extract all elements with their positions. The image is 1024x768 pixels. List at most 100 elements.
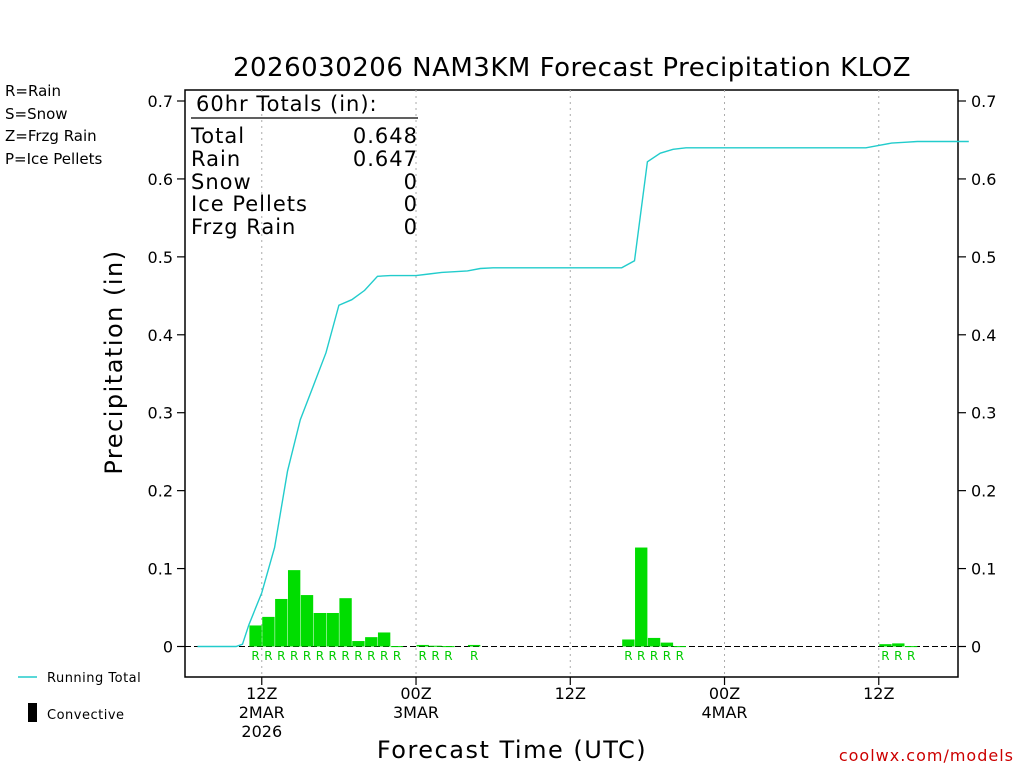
precip-bar xyxy=(467,644,481,647)
x-tick-label: 00Z xyxy=(709,684,740,703)
ptype-letter: R xyxy=(316,649,324,663)
legend-frzg-rain: Z=Frzg Rain xyxy=(5,127,97,145)
precip-bars xyxy=(249,547,918,648)
totals-value-snow: 0 xyxy=(404,170,418,194)
ptype-letter: R xyxy=(650,649,658,663)
ptype-letter: R xyxy=(624,649,632,663)
precip-bar xyxy=(635,547,648,647)
y-tick-label-left: 0.2 xyxy=(148,482,173,501)
ptype-letter: R xyxy=(290,649,298,663)
precip-bar xyxy=(300,595,314,647)
y-tick-label-right: 0.6 xyxy=(971,170,996,189)
precip-bar xyxy=(660,642,674,647)
legend-snow: S=Snow xyxy=(5,105,68,123)
precip-bar xyxy=(892,643,905,647)
precip-bar xyxy=(442,646,455,648)
ptype-letter: R xyxy=(444,649,452,663)
precip-bar xyxy=(352,641,365,647)
totals-value-rain: 0.647 xyxy=(353,147,418,171)
y-tick-label-right: 0.7 xyxy=(971,92,996,111)
precip-bar xyxy=(365,637,378,647)
totals-label-frzg-rain: Frzg Rain xyxy=(191,215,296,239)
precip-bar xyxy=(416,644,429,647)
ptype-letter: R xyxy=(367,649,375,663)
totals-label-rain: Rain xyxy=(191,147,241,171)
y-axis-label: Precipitation (in) xyxy=(100,249,128,474)
y-tick-label-right: 0.2 xyxy=(971,482,996,501)
precip-bar xyxy=(249,625,262,647)
x-tick-label: 12Z xyxy=(555,684,586,703)
precip-bar xyxy=(287,570,301,647)
y-tick-label-right: 0.1 xyxy=(971,560,996,579)
running-total-legend-label: Running Total xyxy=(47,671,141,686)
x-tick-label: 4MAR xyxy=(701,703,747,722)
totals-value-ice-pellets: 0 xyxy=(404,192,418,216)
x-tick-label: 12Z xyxy=(863,684,894,703)
ptype-letter: R xyxy=(354,649,362,663)
totals-value-frzg-rain: 0 xyxy=(404,215,418,239)
precip-bar xyxy=(622,639,635,647)
totals-value-total: 0.648 xyxy=(353,124,418,148)
y-tick-label-right: 0.5 xyxy=(971,248,996,267)
plot-frame xyxy=(184,89,959,678)
ptype-letter: R xyxy=(676,649,684,663)
x-tick-label: 3MAR xyxy=(393,703,439,722)
precip-bar xyxy=(390,646,404,648)
convective-legend-swatch xyxy=(28,703,37,722)
vertical-gridlines xyxy=(261,90,880,677)
ptype-letter: R xyxy=(341,649,349,663)
x-tick-label: 2026 xyxy=(241,722,282,741)
y-tick-label-right: 0.3 xyxy=(971,404,996,423)
ptype-letter: R xyxy=(470,649,478,663)
ptype-letter: R xyxy=(894,649,902,663)
totals-box: 60hr Totals (in): Total 0.648 Rain 0.647… xyxy=(190,92,418,239)
x-axis-label: Forecast Time (UTC) xyxy=(377,736,647,764)
precip-bar xyxy=(647,637,661,647)
precip-bar xyxy=(262,616,275,647)
ptype-letter: R xyxy=(264,649,272,663)
ptype-letter: R xyxy=(329,649,337,663)
totals-label-ice-pellets: Ice Pellets xyxy=(191,192,308,216)
ptype-letter: R xyxy=(380,649,388,663)
legend-ice-pellets: P=Ice Pellets xyxy=(5,150,102,168)
precip-bar xyxy=(377,632,391,647)
precip-bar xyxy=(275,598,288,647)
chart-title: 2026030206 NAM3KM Forecast Precipitation… xyxy=(233,53,911,83)
x-tick-label: 2MAR xyxy=(239,703,285,722)
y-tick-label-left: 0 xyxy=(163,638,173,657)
y-tick-label-left: 0.6 xyxy=(148,170,173,189)
y-tick-label-left: 0.5 xyxy=(148,248,173,267)
ptype-letter: R xyxy=(881,649,889,663)
totals-label-snow: Snow xyxy=(191,170,252,194)
ptype-letter: R xyxy=(277,649,285,663)
totals-header: 60hr Totals (in): xyxy=(196,92,378,116)
running-total-line xyxy=(197,140,969,648)
ptype-letter: R xyxy=(393,649,401,663)
precip-bar xyxy=(429,645,442,647)
y-tick-label-left: 0.4 xyxy=(148,326,173,345)
ptype-letter: R xyxy=(419,649,427,663)
y-tick-label-left: 0.1 xyxy=(148,560,173,579)
ptype-letter: R xyxy=(303,649,311,663)
precip-bar xyxy=(313,612,327,647)
precip-bar xyxy=(339,598,352,647)
precip-bar xyxy=(326,612,339,647)
legend-rain: R=Rain xyxy=(5,82,61,100)
precip-bar xyxy=(879,644,892,647)
precip-bar xyxy=(904,646,918,648)
y-tick-label-left: 0.7 xyxy=(148,92,173,111)
y-axis-ticks: 0 00.1 0.10.2 0.20.3 0.30.4 0.40.5 0.50.6 0.60.… xyxy=(148,92,997,657)
ptype-letter: R xyxy=(907,649,915,663)
ptype-letter: R xyxy=(637,649,645,663)
ptype-legend: R=Rain S=Snow Z=Frzg Rain P=Ice Pellets xyxy=(5,82,102,168)
y-tick-label-right: 0.4 xyxy=(971,326,996,345)
convective-legend-label: Convective xyxy=(47,708,125,723)
precip-bar xyxy=(673,646,686,648)
totals-label-total: Total xyxy=(190,124,245,148)
x-tick-label: 00Z xyxy=(400,684,431,703)
x-tick-label: 12Z xyxy=(246,684,277,703)
